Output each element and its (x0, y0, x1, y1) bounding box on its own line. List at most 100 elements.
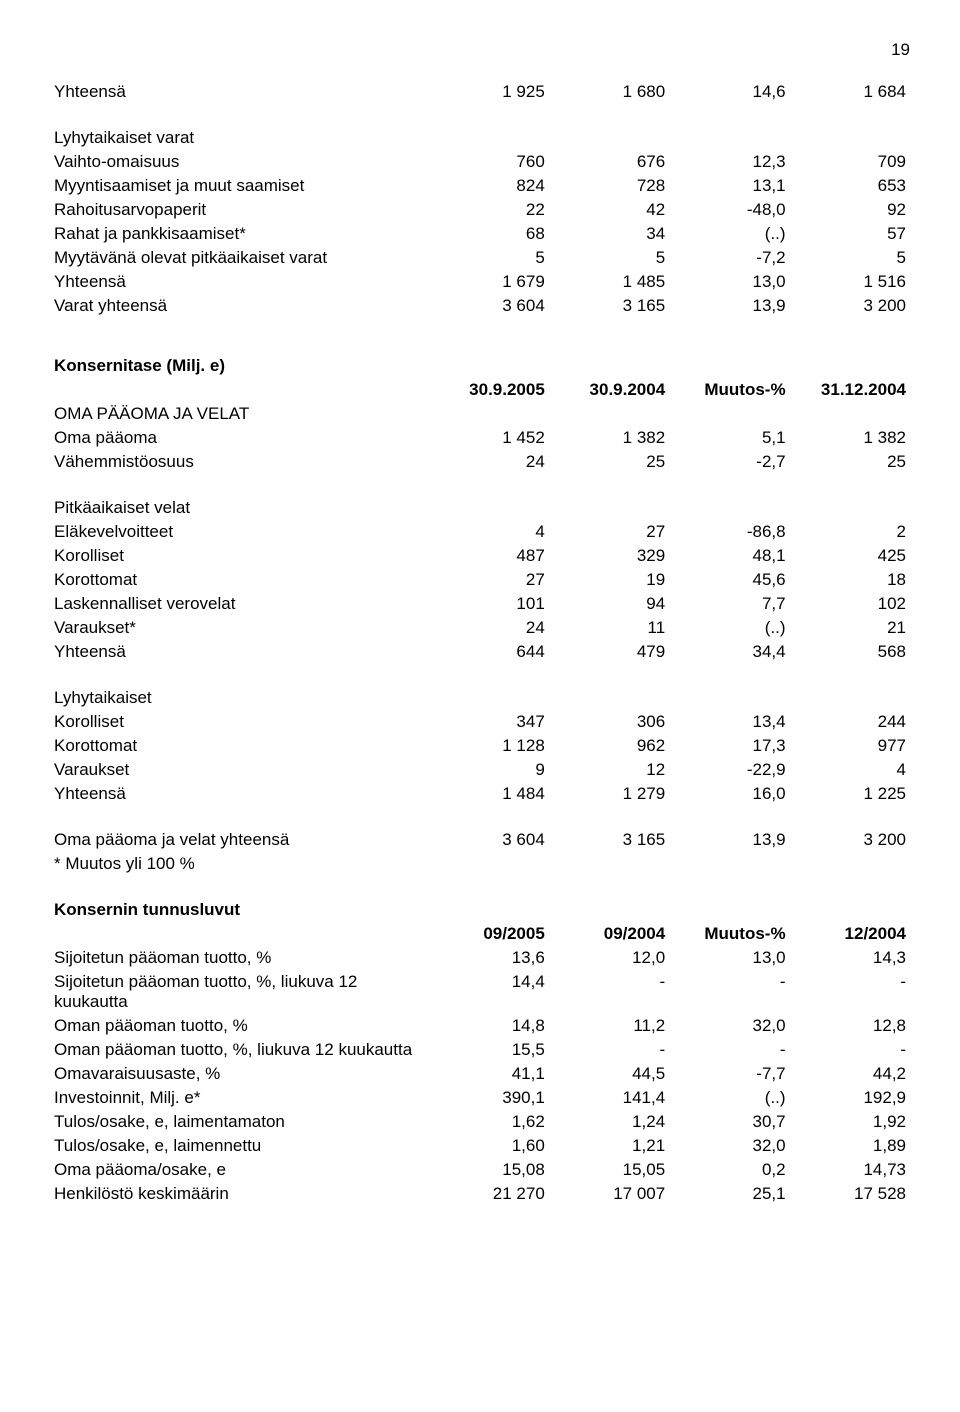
row-label: Vähemmistöosuus (50, 450, 428, 474)
cell: 306 (549, 710, 669, 734)
cell: 0,2 (669, 1158, 789, 1182)
row-label: Myytävänä olevat pitkäaikaiset varat (50, 246, 428, 270)
cell: 27 (428, 568, 548, 592)
cell: 1 128 (428, 734, 548, 758)
cell: 17 528 (790, 1182, 910, 1206)
row-label: Oman pääoman tuotto, % (50, 1014, 428, 1038)
row-label: Varaukset* (50, 616, 428, 640)
header-left (50, 922, 428, 946)
cell: 13,6 (428, 946, 548, 970)
row-label: Eläkevelvoitteet (50, 520, 428, 544)
cell: - (790, 970, 910, 1014)
column-header: Muutos-% (669, 922, 789, 946)
cell: 3 200 (790, 828, 910, 852)
row-label: Rahat ja pankkisaamiset* (50, 222, 428, 246)
cell: 644 (428, 640, 548, 664)
cell: 21 (790, 616, 910, 640)
cell: 1,24 (549, 1110, 669, 1134)
cell: 3 200 (790, 294, 910, 318)
row-label: Omavaraisuusaste, % (50, 1062, 428, 1086)
cell: 25 (790, 450, 910, 474)
cell: 4 (428, 520, 548, 544)
cell: 1 382 (549, 426, 669, 450)
row-label: Myyntisaamiset ja muut saamiset (50, 174, 428, 198)
row-label: Varaukset (50, 758, 428, 782)
cell: 12 (549, 758, 669, 782)
row-label: Oma pääoma (50, 426, 428, 450)
cell: -2,7 (669, 450, 789, 474)
row-label: Oma pääoma ja velat yhteensä (50, 828, 428, 852)
cell: 1 279 (549, 782, 669, 806)
cell: 1 225 (790, 782, 910, 806)
cell: 30,7 (669, 1110, 789, 1134)
cell: 44,5 (549, 1062, 669, 1086)
cell: 13,0 (669, 270, 789, 294)
cell: 27 (549, 520, 669, 544)
row-label: Yhteensä (50, 80, 428, 104)
cell: 1,92 (790, 1110, 910, 1134)
cell: -22,9 (669, 758, 789, 782)
cell: 42 (549, 198, 669, 222)
cell: 13,1 (669, 174, 789, 198)
row-label: Investoinnit, Milj. e* (50, 1086, 428, 1110)
cell: - (790, 1038, 910, 1062)
row-label: Henkilöstö keskimäärin (50, 1182, 428, 1206)
row-label: Rahoitusarvopaperit (50, 198, 428, 222)
column-header: 30.9.2005 (428, 378, 548, 402)
cell: 92 (790, 198, 910, 222)
cell: 44,2 (790, 1062, 910, 1086)
cell: 425 (790, 544, 910, 568)
cell: (..) (669, 1086, 789, 1110)
cell: 3 604 (428, 828, 548, 852)
cell: 3 165 (549, 294, 669, 318)
cell: 3 165 (549, 828, 669, 852)
cell: 962 (549, 734, 669, 758)
cell: 34 (549, 222, 669, 246)
cell: 32,0 (669, 1014, 789, 1038)
cell: 1,62 (428, 1110, 548, 1134)
row-label: Korolliset (50, 544, 428, 568)
column-header: 12/2004 (790, 922, 910, 946)
cell: 192,9 (790, 1086, 910, 1110)
cell: 14,6 (669, 80, 789, 104)
column-header: 31.12.2004 (790, 378, 910, 402)
cell: - (669, 1038, 789, 1062)
cell: 15,08 (428, 1158, 548, 1182)
row-label: Korolliset (50, 710, 428, 734)
cell: 1 684 (790, 80, 910, 104)
spacer (50, 104, 910, 126)
financial-table: Yhteensä1 9251 68014,61 684Lyhytaikaiset… (50, 80, 910, 1206)
row-label: Vaihto-omaisuus (50, 150, 428, 174)
section-label: Pitkäaikaiset velat (50, 496, 910, 520)
cell: 12,0 (549, 946, 669, 970)
cell: 21 270 (428, 1182, 548, 1206)
row-label: Varat yhteensä (50, 294, 428, 318)
cell: 68 (428, 222, 548, 246)
cell: 4 (790, 758, 910, 782)
cell: 41,1 (428, 1062, 548, 1086)
cell: 101 (428, 592, 548, 616)
cell: 24 (428, 616, 548, 640)
cell: 390,1 (428, 1086, 548, 1110)
row-label: Yhteensä (50, 640, 428, 664)
section-label: Konsernin tunnusluvut (50, 898, 910, 922)
section-label: Lyhytaikaiset (50, 686, 910, 710)
cell: 709 (790, 150, 910, 174)
cell: 94 (549, 592, 669, 616)
cell: 15,5 (428, 1038, 548, 1062)
cell: 3 604 (428, 294, 548, 318)
cell: 22 (428, 198, 548, 222)
cell: 13,0 (669, 946, 789, 970)
cell: 13,9 (669, 294, 789, 318)
section-label: Konsernitase (Milj. e) (50, 354, 910, 378)
cell: -86,8 (669, 520, 789, 544)
cell: 5 (549, 246, 669, 270)
row-label: Korottomat (50, 568, 428, 592)
row-label: Korottomat (50, 734, 428, 758)
column-header: Muutos-% (669, 378, 789, 402)
cell: 16,0 (669, 782, 789, 806)
column-header: 30.9.2004 (549, 378, 669, 402)
spacer (50, 318, 910, 354)
cell: 24 (428, 450, 548, 474)
row-label: Sijoitetun pääoman tuotto, % (50, 946, 428, 970)
